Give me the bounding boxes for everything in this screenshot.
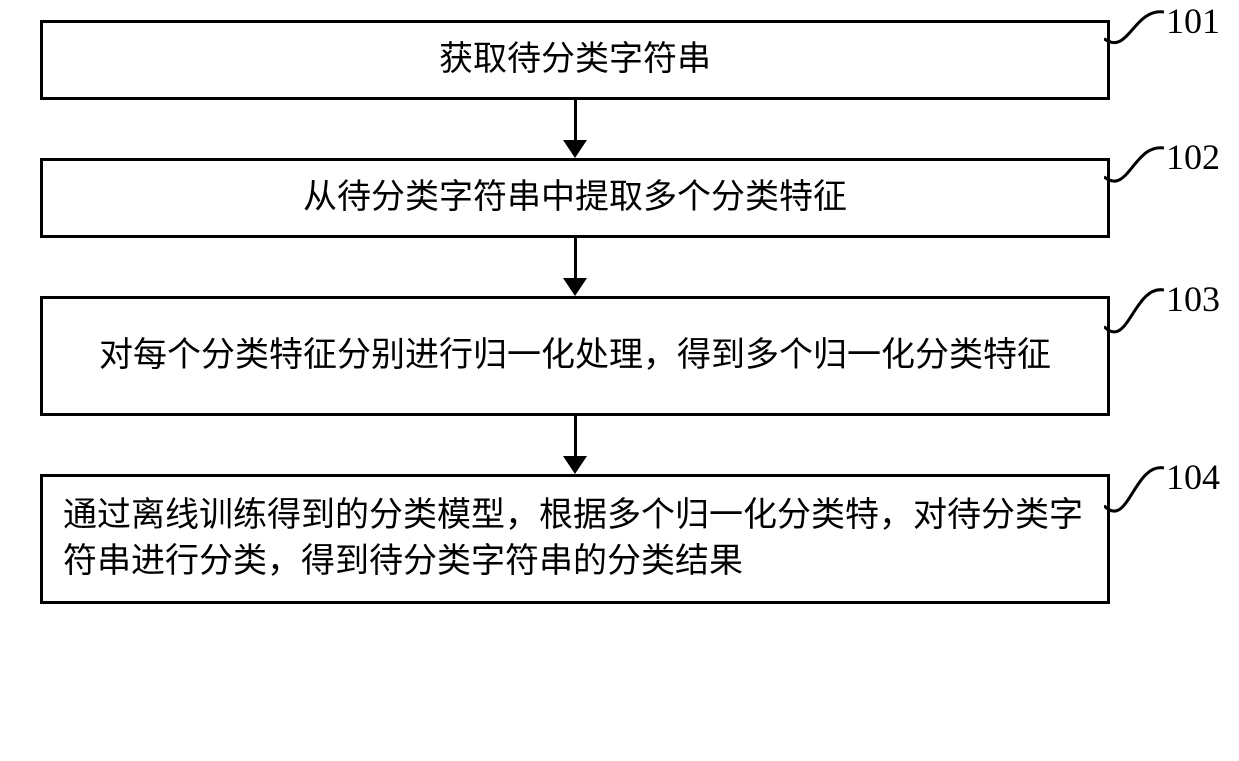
step-label-101: 101 (1166, 0, 1220, 42)
step-bracket (1104, 10, 1164, 67)
flowchart-container: 获取待分类字符串101 从待分类字符串中提取多个分类特征102 对每个分类特征分别进… (40, 20, 1200, 604)
flow-arrow (40, 238, 1110, 296)
step-label-103: 103 (1166, 278, 1220, 320)
arrow-line (574, 416, 577, 456)
step-bracket (1104, 466, 1164, 543)
arrow-head-icon (563, 278, 587, 296)
flowchart-step: 对每个分类特征分别进行归一化处理，得到多个归一化分类特征103 (40, 296, 1200, 416)
step-box-101: 获取待分类字符串 (40, 20, 1110, 100)
flowchart-step: 从待分类字符串中提取多个分类特征102 (40, 158, 1200, 238)
arrow-line (574, 238, 577, 278)
arrow-head-icon (563, 456, 587, 474)
step-bracket (1104, 146, 1164, 207)
step-bracket (1104, 288, 1164, 363)
arrow-line (574, 100, 577, 140)
step-box-102: 从待分类字符串中提取多个分类特征 (40, 158, 1110, 238)
step-label-104: 104 (1166, 456, 1220, 498)
flowchart-step: 获取待分类字符串101 (40, 20, 1200, 100)
flow-arrow (40, 416, 1110, 474)
flow-arrow (40, 100, 1110, 158)
arrow-head-icon (563, 140, 587, 158)
step-box-103: 对每个分类特征分别进行归一化处理，得到多个归一化分类特征 (40, 296, 1110, 416)
step-label-102: 102 (1166, 136, 1220, 178)
flowchart-step: 通过离线训练得到的分类模型，根据多个归一化分类特，对待分类字符串进行分类，得到待… (40, 474, 1200, 604)
step-box-104: 通过离线训练得到的分类模型，根据多个归一化分类特，对待分类字符串进行分类，得到待… (40, 474, 1110, 604)
